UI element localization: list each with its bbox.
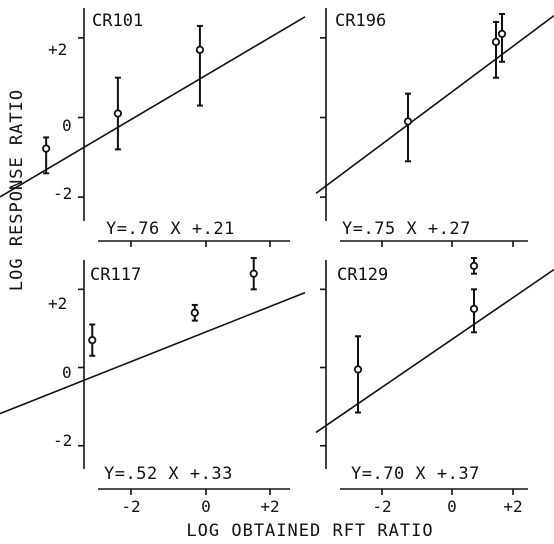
data-point-cr129 [355,366,361,372]
y-tick-top-neg2: -2 [53,184,72,203]
data-point-cr196 [493,39,499,45]
x-tick-right-0: 0 [447,497,457,516]
plot-marks [0,8,554,495]
regression-line-cr129 [316,270,554,433]
y-tick-bottom-neg2: -2 [53,431,72,450]
panel-title-cr196: CR196 [335,11,386,31]
data-point-cr129 [471,306,477,312]
data-point-cr117 [89,337,95,343]
x-tick-right-neg2: -2 [372,497,391,516]
regression-line-cr117 [0,293,305,414]
y-tick-bottom-0: 0 [62,363,72,382]
x-tick-right-pos2: +2 [503,497,522,516]
data-point-cr129 [471,263,477,269]
y-tick-top-0: 0 [62,116,72,135]
data-point-cr117 [251,270,257,276]
panel-title-cr117: CR117 [90,265,141,285]
x-tick-left-neg2: -2 [121,497,140,516]
x-axis-title: LOG OBTAINED RFT RATIO [186,521,433,541]
equation-cr117: Y=.52 X +.33 [104,464,233,484]
y-tick-bottom-pos2: +2 [48,294,67,313]
equation-cr101: Y=.76 X +.21 [106,219,235,239]
data-point-cr101 [115,110,121,116]
regression-line-cr196 [316,16,554,194]
x-tick-left-0: 0 [201,497,211,516]
data-point-cr101 [43,145,49,151]
x-tick-left-pos2: +2 [260,497,279,516]
data-point-cr101 [197,47,203,53]
data-point-cr196 [499,31,505,37]
left-y-tick-labels: +2 0 -2 +2 0 -2 [48,40,72,450]
data-point-cr117 [192,310,198,316]
equation-cr196: Y=.75 X +.27 [342,219,471,239]
panel-title-cr101: CR101 [92,11,143,31]
panel-title-cr129: CR129 [337,265,388,285]
data-point-cr196 [405,118,411,124]
y-tick-top-pos2: +2 [48,40,67,59]
bottom-x-tick-labels: -2 0 +2 -2 0 +2 [121,497,522,516]
equation-cr129: Y=.70 X +.37 [351,464,480,484]
y-axis-title: LOG RESPONSE RATIO [7,89,27,291]
